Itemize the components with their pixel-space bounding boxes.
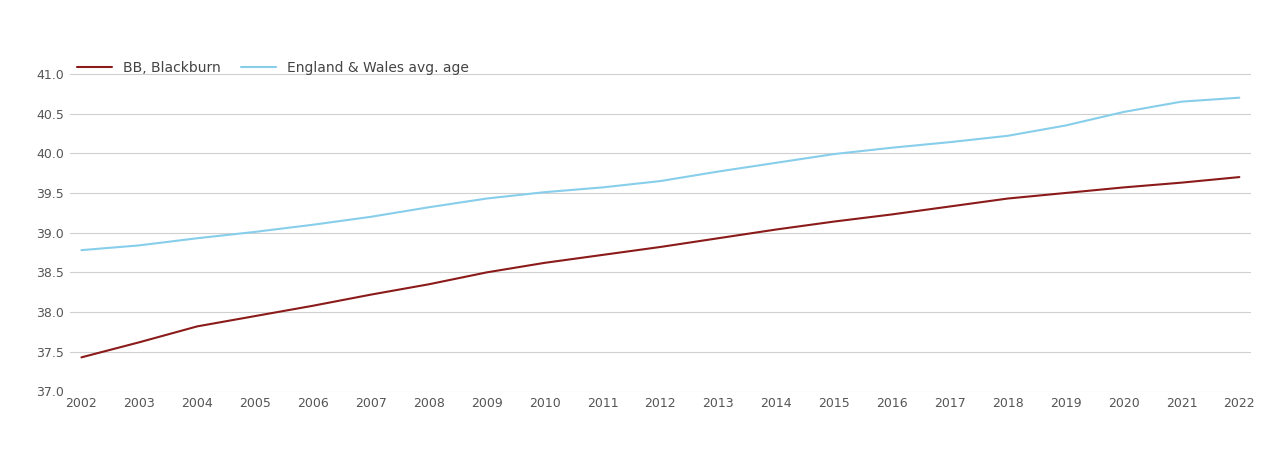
England & Wales avg. age	[884, 145, 899, 150]
BB, Blackburn	[768, 227, 784, 232]
BB, Blackburn	[305, 303, 320, 308]
BB, Blackburn	[827, 219, 842, 224]
BB, Blackburn	[594, 252, 610, 257]
England & Wales avg. age	[594, 184, 610, 190]
BB, Blackburn	[248, 313, 263, 319]
BB, Blackburn	[74, 355, 89, 360]
BB, Blackburn	[1232, 175, 1247, 180]
BB, Blackburn	[422, 282, 437, 287]
England & Wales avg. age	[305, 222, 320, 227]
England & Wales avg. age	[422, 205, 437, 210]
BB, Blackburn	[653, 244, 668, 250]
BB, Blackburn	[1116, 184, 1132, 190]
BB, Blackburn	[711, 235, 726, 241]
England & Wales avg. age	[537, 189, 552, 195]
England & Wales avg. age	[479, 196, 494, 201]
Line: England & Wales avg. age: England & Wales avg. age	[81, 98, 1240, 250]
England & Wales avg. age	[363, 214, 378, 220]
England & Wales avg. age	[1173, 99, 1189, 104]
England & Wales avg. age	[827, 151, 842, 157]
England & Wales avg. age	[1001, 133, 1016, 139]
England & Wales avg. age	[189, 235, 204, 241]
England & Wales avg. age	[74, 248, 89, 253]
BB, Blackburn	[189, 324, 204, 329]
BB, Blackburn	[1058, 190, 1073, 196]
BB, Blackburn	[537, 260, 552, 265]
England & Wales avg. age	[248, 229, 263, 234]
England & Wales avg. age	[1058, 123, 1073, 128]
England & Wales avg. age	[653, 178, 668, 184]
BB, Blackburn	[884, 212, 899, 217]
England & Wales avg. age	[768, 160, 784, 166]
BB, Blackburn	[479, 270, 494, 275]
BB, Blackburn	[1001, 196, 1016, 201]
England & Wales avg. age	[1116, 109, 1132, 115]
BB, Blackburn	[363, 292, 378, 297]
Legend: BB, Blackburn, England & Wales avg. age: BB, Blackburn, England & Wales avg. age	[76, 61, 469, 75]
BB, Blackburn	[1173, 180, 1189, 185]
Line: BB, Blackburn: BB, Blackburn	[81, 177, 1240, 357]
England & Wales avg. age	[711, 169, 726, 174]
BB, Blackburn	[942, 204, 958, 209]
England & Wales avg. age	[132, 243, 147, 248]
BB, Blackburn	[132, 340, 147, 345]
England & Wales avg. age	[1232, 95, 1247, 100]
England & Wales avg. age	[942, 140, 958, 145]
